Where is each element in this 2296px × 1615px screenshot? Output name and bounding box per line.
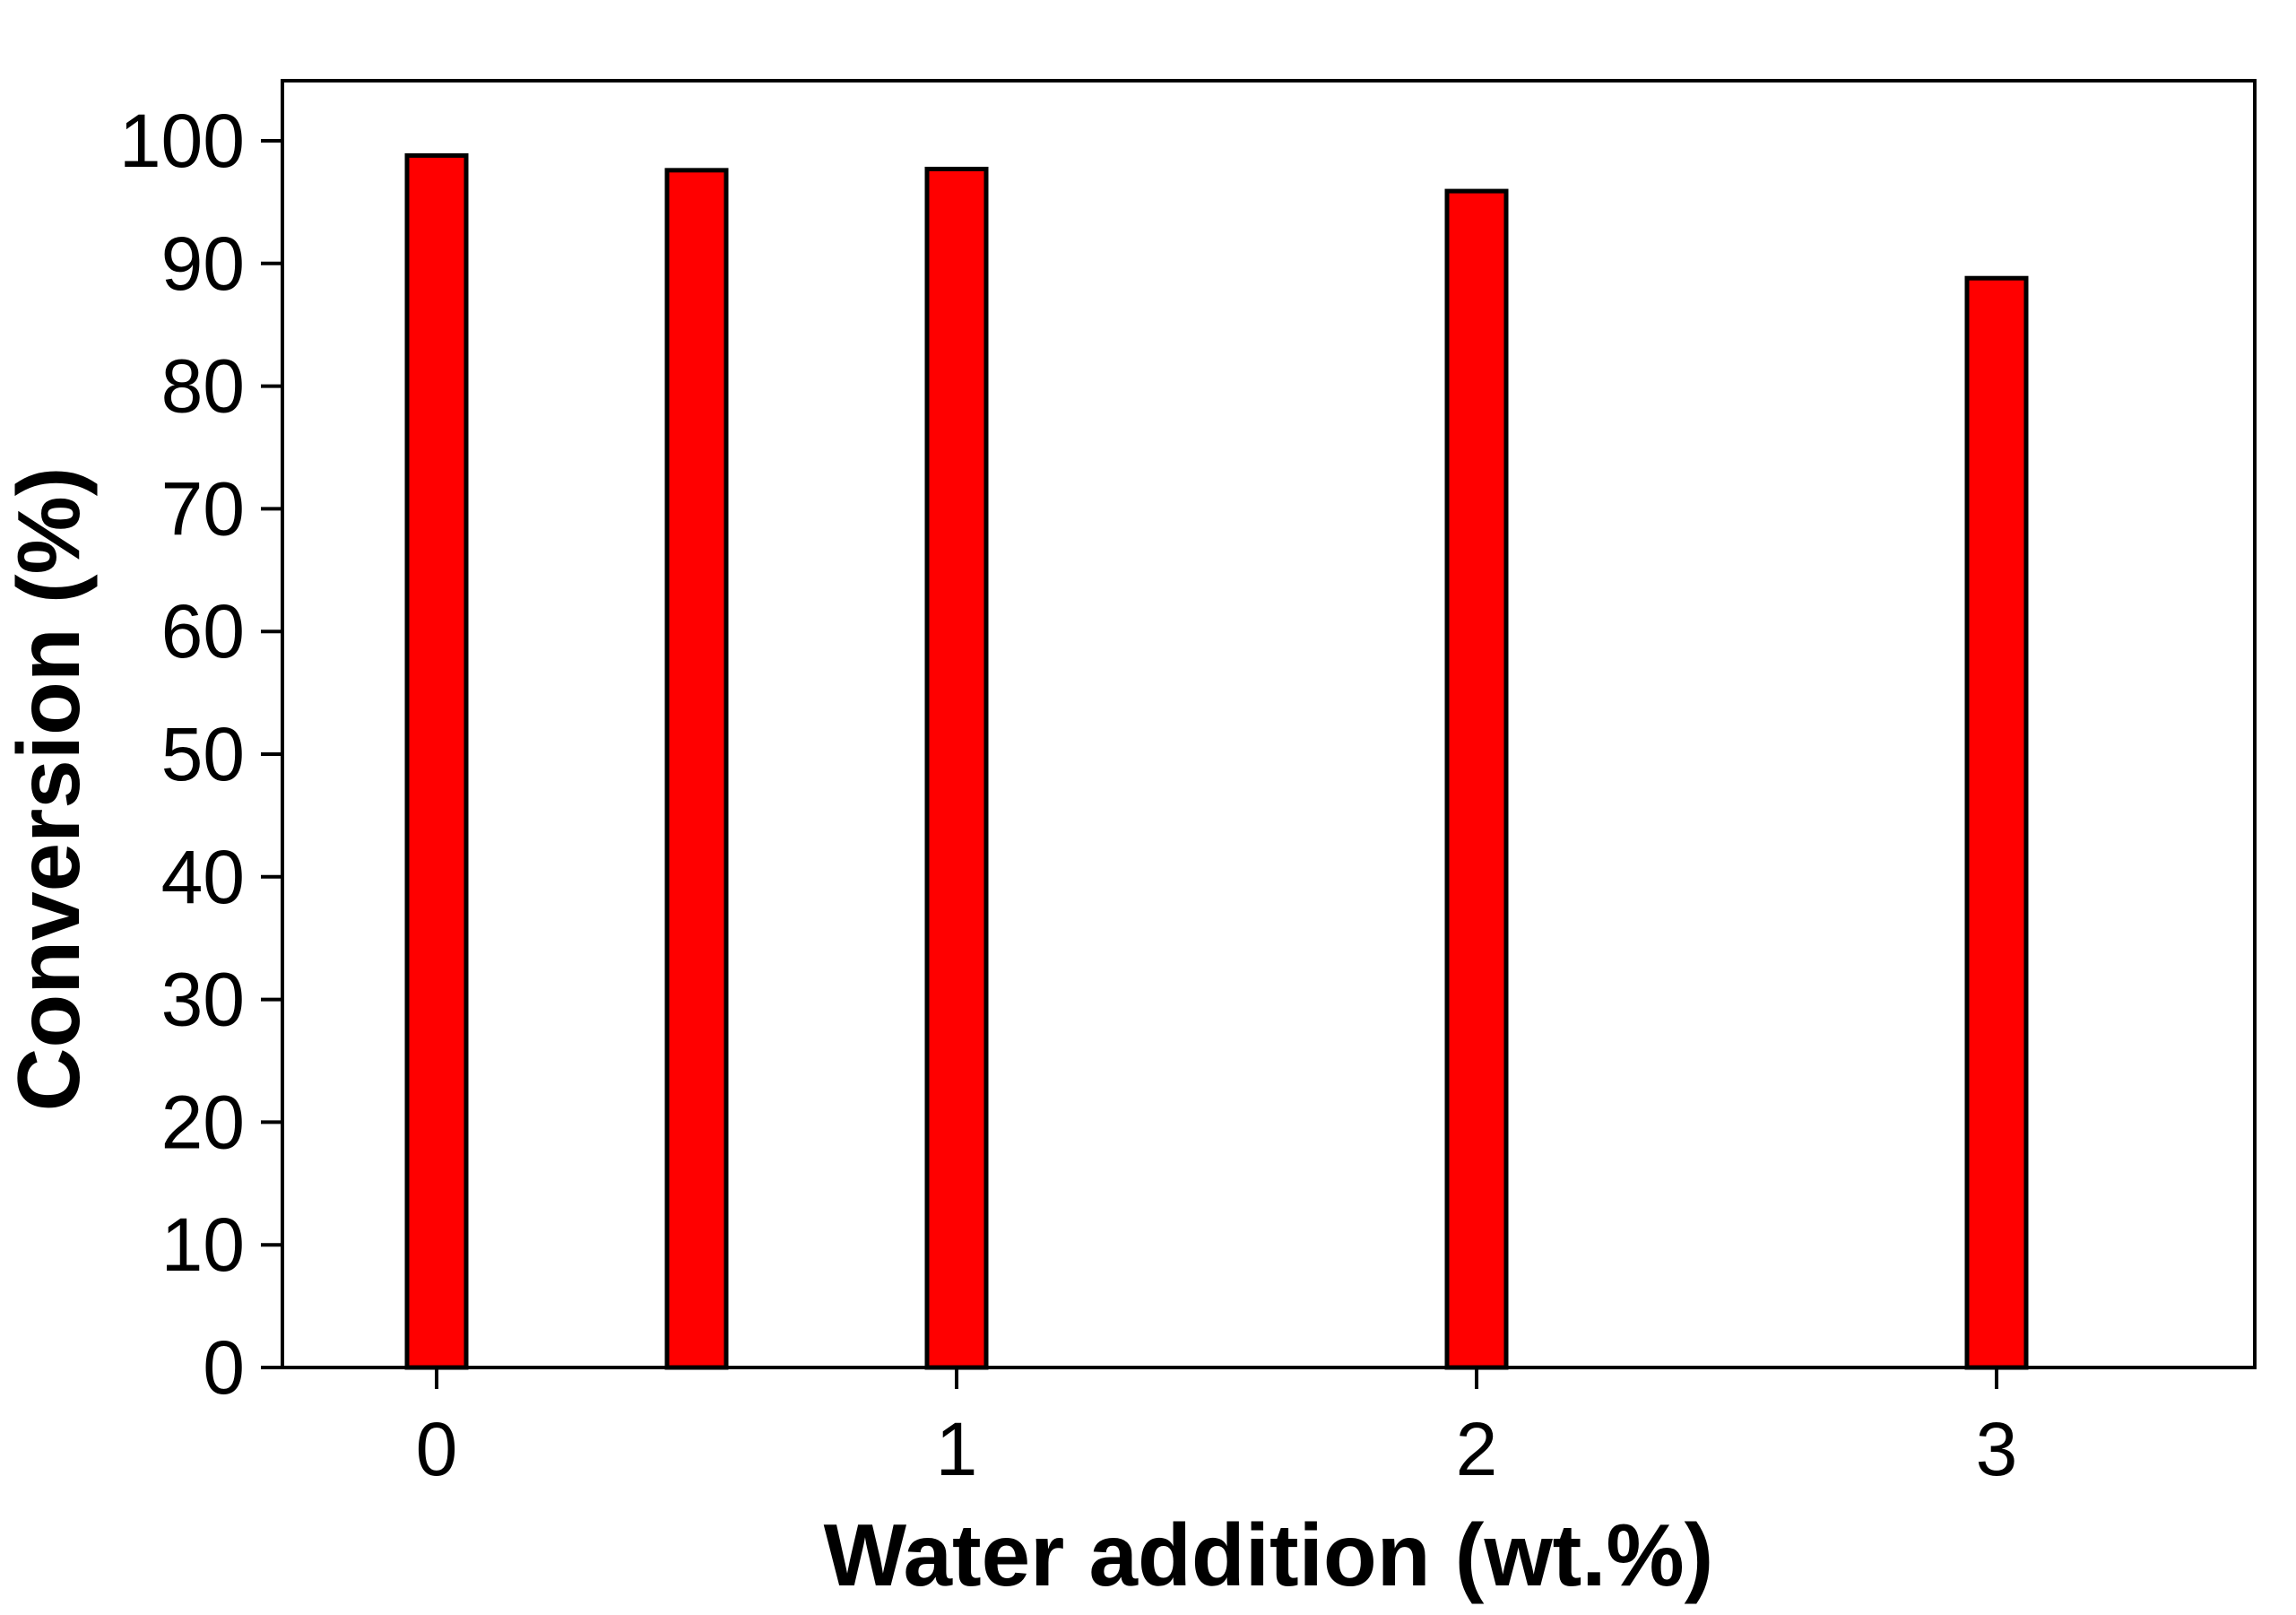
y-axis-title: Conversion (%) [0, 467, 98, 1112]
y-tick-label: 50 [161, 712, 245, 796]
bar [1444, 188, 1509, 1370]
y-tick-label: 70 [161, 466, 245, 551]
x-tick-label: 1 [936, 1407, 978, 1491]
bar [404, 152, 469, 1370]
y-tick-label: 0 [203, 1325, 245, 1410]
y-tick-label: 60 [161, 589, 245, 673]
y-tick-label: 30 [161, 958, 245, 1042]
y-tick-label: 90 [161, 221, 245, 306]
y-tick-label: 100 [119, 99, 245, 183]
y-axis: 0 10 20 30 40 50 60 70 80 90 100 [119, 99, 282, 1410]
x-axis-title: Water addition (wt.%) [824, 1506, 1714, 1604]
plot-frame [281, 79, 2257, 1369]
y-tick-label: 10 [161, 1203, 245, 1287]
bar [664, 168, 729, 1370]
y-tick-label: 40 [161, 835, 245, 919]
bars-group [404, 152, 2029, 1370]
x-tick-label: 3 [1976, 1407, 2018, 1491]
y-tick-label: 80 [161, 344, 245, 429]
x-tick-label: 0 [416, 1407, 458, 1491]
bar [924, 166, 989, 1370]
x-tick-label: 2 [1456, 1407, 1498, 1491]
y-tick-label: 20 [161, 1080, 245, 1164]
bar [1964, 275, 2029, 1370]
x-axis: 0 1 2 3 [416, 1368, 2018, 1491]
